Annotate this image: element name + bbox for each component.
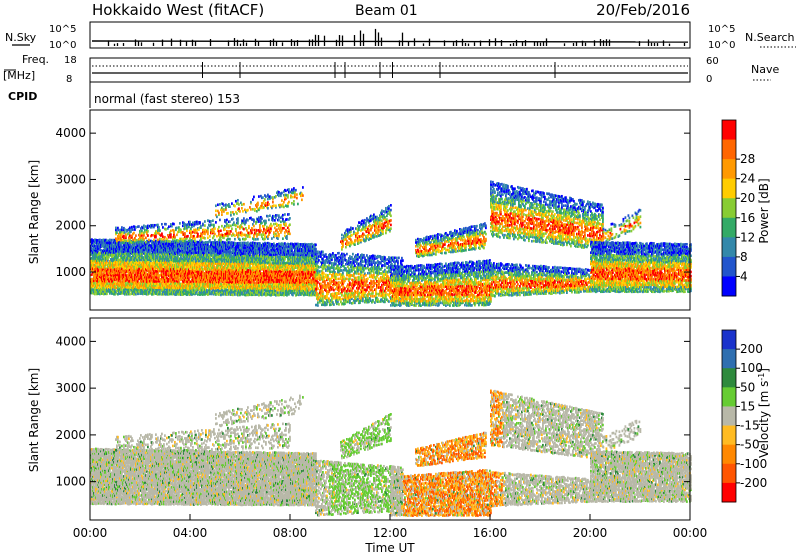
echo-cell [277,291,279,294]
noise-tick-bottom-right: 10^0 [708,40,735,51]
echo-cell [106,293,108,296]
echo-cell [150,270,152,273]
echo-cell [220,252,222,255]
noise-tick-bottom-left: 10^0 [49,40,76,51]
echo-cell [103,286,105,289]
echo-cell [290,268,292,271]
echo-cell [265,264,267,267]
echo-cell [106,239,108,242]
echo-cell [108,256,110,259]
freq-panel: Freq. [MHz] 18 8 60 0 Nave [3,53,779,85]
echo-cell [193,289,195,292]
noise-sky-label: N.Sky [5,31,37,44]
echo-cell [203,252,205,255]
noise-sky-bars [92,29,688,46]
noise-tick-top-right: 10^5 [708,24,735,35]
echo-cell [292,251,294,254]
echo-cell [138,282,140,285]
echo-cell [285,243,287,246]
noise-tick-top-left: 10^5 [49,24,76,35]
freq-label: Freq. [22,53,49,66]
echo-cell [129,293,131,296]
nave-tick-top: 60 [706,56,719,67]
echo-cell [193,258,195,261]
noise-search-label: N.Search [745,31,795,44]
echo-cell [290,256,292,259]
beam-label: Beam 01 [355,3,418,19]
echo-cell [107,268,109,271]
echo-cell [224,241,226,244]
noise-baseline [92,41,688,42]
cpid-label: CPID [8,90,37,103]
echo-cell [146,244,148,247]
nave-label: Nave [751,63,779,76]
echo-cell [99,239,101,242]
echo-cell [94,282,96,285]
freq-unit-label: [MHz] [3,69,35,82]
power-heatmap [90,180,692,307]
echo-cell [254,282,256,285]
echo-cell [214,266,216,269]
freq-tick-bottom: 8 [66,74,72,85]
echo-cell [291,248,293,251]
echo-cell [291,287,293,290]
echo-cell [200,284,202,287]
echo-cell [247,241,249,244]
echo-cell [162,285,164,288]
echo-cell [159,291,161,294]
echo-cell [149,249,151,252]
echo-cell [188,278,190,281]
freq-panel-frame [90,58,690,82]
freq-tick-top: 18 [64,55,77,66]
echo-cell [241,275,243,278]
echo-cell [294,292,296,295]
echo-cell [149,251,151,254]
echo-cell [292,294,294,297]
cpid-text: normal (fast stereo) 153 [94,92,240,106]
echo-cell [294,274,296,277]
echo-cell [171,262,173,265]
freq-glitches [203,62,556,78]
noise-panel: N.Sky 10^5 10^0 10^5 10^0 N.Search [5,22,796,51]
echo-cell [232,294,234,297]
echo-cell [111,239,113,242]
nave-tick-bottom: 0 [706,74,712,85]
cpid-panel: CPID normal (fast stereo) 153 [8,82,240,108]
plot-title: Hokkaido West (fitACF) [92,1,264,19]
date-label: 20/Feb/2016 [596,1,690,19]
